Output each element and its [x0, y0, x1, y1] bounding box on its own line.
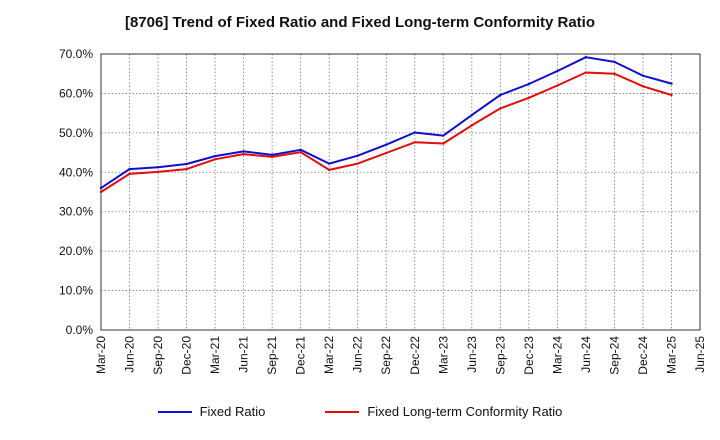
data-point — [413, 141, 416, 144]
data-point — [156, 165, 160, 169]
data-point — [185, 167, 188, 171]
data-point — [613, 72, 616, 75]
data-point — [584, 55, 588, 59]
x-tick-label: Dec-22 — [408, 336, 422, 375]
y-tick-label: 0.0% — [66, 323, 94, 337]
data-point — [327, 168, 331, 172]
data-point — [641, 74, 645, 77]
x-tick-label: Dec-24 — [636, 336, 650, 375]
x-tick-label: Dec-20 — [180, 336, 194, 375]
y-tick-label: 60.0% — [59, 86, 93, 100]
data-point — [299, 148, 302, 152]
data-point — [385, 143, 388, 146]
x-tick-label: Sep-20 — [151, 336, 165, 375]
data-point — [185, 162, 188, 166]
data-point — [527, 82, 531, 86]
data-point — [527, 96, 531, 99]
data-point — [327, 162, 331, 165]
data-point — [413, 131, 416, 134]
x-tick-label: Sep-23 — [493, 336, 507, 375]
data-point — [670, 82, 673, 85]
y-tick-label: 70.0% — [59, 47, 93, 61]
data-point — [242, 150, 245, 153]
x-tick-label: Sep-21 — [265, 336, 279, 375]
x-tick-label: Dec-21 — [294, 336, 308, 375]
data-point — [270, 155, 274, 159]
plot-frame — [100, 53, 701, 331]
x-tick-label: Jun-20 — [123, 336, 137, 373]
y-tick-label: 30.0% — [59, 205, 93, 219]
legend-label-conformity-ratio: Fixed Long-term Conformity Ratio — [367, 404, 563, 419]
data-point — [499, 93, 502, 97]
legend-label-fixed-ratio: Fixed Ratio — [199, 404, 266, 419]
x-tick-label: Dec-23 — [522, 336, 536, 375]
data-point — [242, 152, 245, 156]
data-point — [156, 170, 160, 174]
data-point — [442, 142, 445, 145]
data-point — [213, 154, 217, 158]
legend-item-fixed-ratio: Fixed Ratio — [157, 404, 266, 419]
y-tick-label: 50.0% — [59, 126, 93, 140]
data-point — [270, 153, 274, 157]
x-tick-label: Mar-20 — [94, 336, 108, 374]
x-tick-label: Mar-22 — [322, 336, 336, 374]
data-point — [613, 60, 616, 64]
y-tick-label: 20.0% — [59, 244, 93, 258]
x-tick-label: Sep-24 — [607, 336, 621, 375]
y-tick-label: 10.0% — [59, 284, 93, 298]
data-point — [641, 85, 645, 88]
data-point — [470, 124, 474, 127]
x-tick-label: Jun-25 — [693, 336, 707, 373]
x-tick-label: Sep-22 — [379, 336, 393, 375]
x-tick-label: Mar-23 — [436, 336, 450, 374]
data-point — [556, 84, 559, 87]
data-point — [356, 154, 359, 157]
data-point — [584, 71, 588, 74]
x-tick-label: Mar-24 — [550, 336, 564, 374]
x-tick-label: Jun-23 — [465, 336, 479, 373]
chart-title: [8706] Trend of Fixed Ratio and Fixed Lo… — [124, 14, 596, 31]
data-point — [213, 158, 217, 161]
x-tick-label: Jun-21 — [237, 336, 251, 373]
legend: Fixed Ratio Fixed Long-term Conformity R… — [0, 404, 720, 419]
data-point — [385, 151, 388, 155]
x-tick-label: Jun-22 — [351, 336, 365, 373]
data-point — [499, 107, 502, 110]
data-point — [299, 150, 302, 154]
data-point — [442, 134, 445, 137]
legend-swatch-conformity-ratio — [325, 410, 360, 413]
data-point — [99, 186, 103, 190]
x-tick-label: Jun-24 — [579, 336, 593, 373]
legend-swatch-fixed-ratio — [157, 410, 192, 413]
data-point — [99, 190, 103, 194]
x-tick-label: Mar-21 — [208, 336, 222, 374]
legend-item-conformity-ratio: Fixed Long-term Conformity Ratio — [325, 404, 562, 419]
data-point — [556, 69, 559, 73]
y-tick-label: 40.0% — [59, 165, 93, 179]
data-point — [128, 172, 131, 176]
data-point — [670, 93, 673, 97]
data-point — [470, 113, 474, 117]
data-point — [356, 162, 359, 165]
x-tick-label: Mar-25 — [664, 336, 678, 374]
data-point — [128, 167, 131, 171]
